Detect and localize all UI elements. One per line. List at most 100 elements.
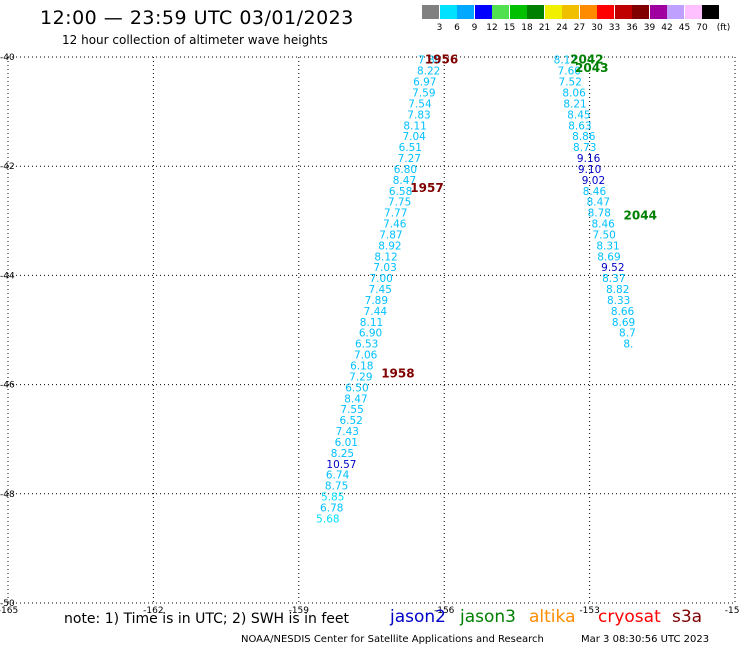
color-scale-label: 21 [538,23,551,33]
wave-height-label: 8.73 [573,142,596,154]
wave-height-label: 7.00 [369,273,392,285]
color-swatch [544,5,562,19]
wave-height-label: 6.53 [355,339,378,351]
y-tick-label: -46 [0,381,15,391]
color-swatch [667,5,684,19]
credit-line: NOAA/NESDIS Center for Satellite Applica… [241,634,544,645]
color-swatch [614,5,632,19]
wave-height-label: 8.45 [567,109,590,121]
wave-height-label: 5.85 [321,492,344,504]
wave-height-label: 9.52 [601,262,624,274]
wave-height-label: 9.16 [577,153,601,165]
wave-height-label: 8.69 [597,251,620,263]
page-title: 12:00 — 23:59 UTC 03/01/2023 [40,7,354,29]
wave-height-label: 7.59 [412,87,435,99]
color-swatch [684,5,702,19]
x-tick-label: -153 [579,606,599,616]
color-swatch [632,5,649,19]
wave-height-label: 6.01 [335,437,358,449]
color-swatch [649,5,667,19]
color-scale-label: 6 [454,23,460,33]
wave-height-label: 7.54 [408,98,432,110]
wave-height-label: 8.92 [378,240,401,252]
pass-time-label: 2043 [575,61,608,75]
wave-height-label: 6.78 [320,502,343,514]
wave-height-label: 6.52 [339,415,362,427]
wave-height-label: 5.68 [316,513,339,525]
color-scale-label: 36 [626,23,638,33]
wave-height-label: 7.43 [336,426,359,438]
pass-time-label: 2044 [624,208,657,222]
color-swatch [439,5,457,19]
wave-height-label: 8.11 [403,120,426,132]
x-tick-label: -159 [289,606,310,616]
color-scale-label: 18 [521,23,533,33]
y-tick-label: -42 [0,162,15,172]
color-scale-label: 9 [471,23,478,33]
color-scale-label: 42 [661,23,673,33]
color-scale-label: 12 [486,23,498,33]
wave-height-label: 9.02 [582,175,605,187]
satellite-legend-cryosat: cryosat [598,607,661,627]
page-subtitle: 12 hour collection of altimeter wave hei… [62,33,328,47]
wave-height-label: 9.10 [578,164,601,176]
wave-height-label: 7.80 [418,55,441,67]
wave-height-label: 8. [623,339,633,351]
color-swatch [527,5,544,19]
wave-height-label: 6.18 [350,360,373,372]
footnote: note: 1) Time is in UTC; 2) SWH is in fe… [64,611,350,627]
color-scale-unit: (ft) [716,23,731,33]
pass-time-label: 1957 [410,181,443,195]
wave-height-label: 8.63 [568,120,591,132]
wave-height-label: 8.33 [607,295,630,307]
color-swatch [474,5,492,19]
color-swatch [509,5,527,19]
wave-height-label: 8.82 [606,284,629,296]
satellite-legend-jason3: jason3 [460,607,516,627]
wave-height-label: 6.51 [399,142,422,154]
wave-height-label: 7.45 [369,284,392,296]
color-swatch [597,5,614,19]
color-swatch [702,5,719,19]
wave-height-label: 8.86 [572,131,596,143]
wave-height-label: 8.75 [325,481,348,493]
pass-time-label: 1958 [381,367,414,381]
color-swatch [562,5,579,19]
color-swatch [422,5,439,19]
wave-height-label: 8.69 [612,317,635,329]
color-scale-label: 24 [556,23,568,33]
wave-height-label: 7.60 [558,66,581,78]
color-scale-label: 39 [643,23,656,33]
color-scale-label: 33 [608,23,621,33]
color-scale-label: 30 [591,23,603,33]
color-swatch [579,5,597,19]
pass-time-label: 2042 [570,53,603,67]
color-swatch [457,5,474,19]
wave-height-label: 8.66 [611,306,635,318]
wave-height-label: 6.74 [326,470,350,482]
wave-height-label: 8.37 [602,273,625,285]
y-tick-label: -40 [0,53,15,63]
wave-height-label: 8.31 [596,240,619,252]
wave-height-label: 6.80 [394,164,417,176]
wave-height-label: 7.55 [340,404,363,416]
wave-height-label: 7.50 [592,229,615,241]
wave-height-label: 8.11 [360,317,383,329]
wave-height-label: 7.75 [388,197,411,209]
wave-height-label: 10.57 [326,459,356,471]
y-tick-label: -44 [0,271,15,281]
wave-height-label: 8.47 [587,197,610,209]
wave-height-label: 8.17 [554,55,577,67]
wave-height-label: 8.7 [619,328,636,340]
wave-height-label: 8.22 [417,66,440,78]
wave-height-label: 7.27 [398,153,421,165]
wave-height-label: 7.46 [383,219,407,231]
color-swatch [492,5,509,19]
wave-height-label: 8.47 [393,175,416,187]
wave-height-label: 6.90 [359,328,382,340]
wave-height-label: 7.77 [384,208,407,220]
satellite-legend-altika: altika [529,607,576,627]
wave-height-label: 8.21 [563,98,586,110]
y-tick-label: -50 [0,599,15,609]
